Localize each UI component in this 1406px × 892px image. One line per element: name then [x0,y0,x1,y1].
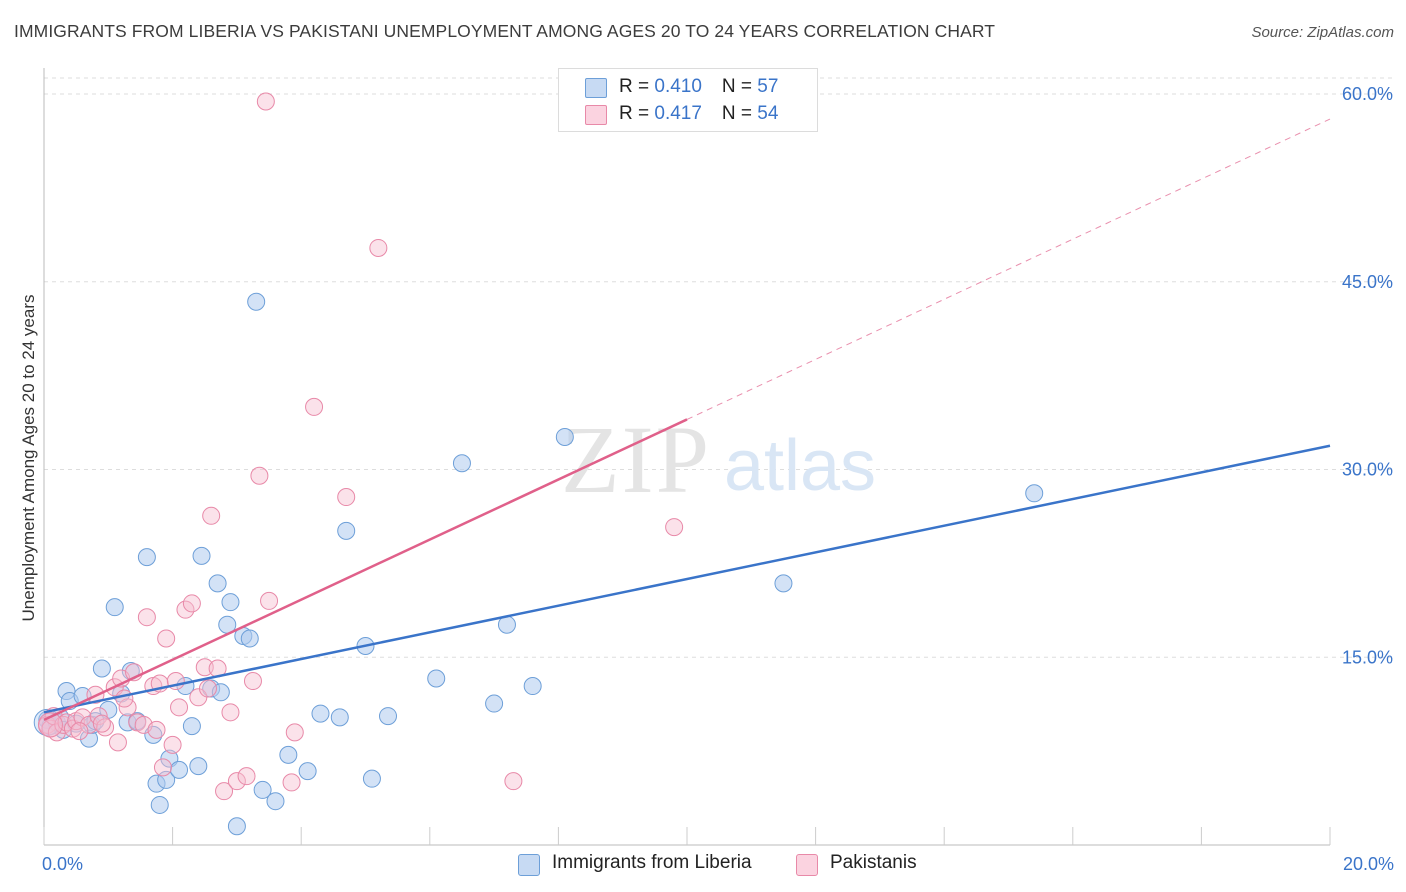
watermark-atlas: atlas [724,426,876,506]
bottom-pakistani-label: Pakistanis [830,852,917,873]
watermark: ZIP atlas [561,406,876,513]
legend-pakistani-r-value: 0.417 [654,103,702,124]
watermark-zip: ZIP [561,406,711,513]
liberia-point [208,574,227,593]
pakistani-point [202,506,221,525]
liberia-point [362,769,381,788]
pakistani-point [108,733,127,752]
liberia-point [427,669,446,688]
liberia-point [774,574,793,593]
pakistani-point [282,773,301,792]
y-tick-label: 60.0% [1342,84,1393,104]
liberia-point [240,629,259,648]
liberia-point [247,292,266,311]
liberia-point [182,717,201,736]
pakistani-point [70,722,89,741]
gridlines [44,77,1392,658]
liberia-point [105,598,124,617]
liberia-point [523,677,542,696]
pakistani-point [227,772,246,791]
liberia-point [311,704,330,723]
liberia-point [555,427,574,446]
legend-liberia-n-label: N = [721,76,758,97]
y-tick-label: 15.0% [1342,647,1393,667]
pakistani-point [92,714,111,733]
liberia-point [279,745,298,764]
pakistani-point [260,591,279,610]
liberia-point [298,762,317,781]
legend-liberia-r-label: R = [619,76,655,97]
liberia-point [92,659,111,678]
pakistani-points [37,92,684,801]
pakistani-point [163,735,182,754]
legend-liberia-r-value: 0.410 [654,76,702,97]
liberia-point [227,817,246,836]
pakistani-trend-line [43,418,688,721]
x-tick-label: 0.0% [42,854,83,874]
pakistani-point [153,758,172,777]
liberia-point [144,725,163,744]
pakistani-point [73,708,92,727]
liberia-point [137,548,156,567]
liberia-points [33,292,1044,836]
liberia-swatch [585,78,607,98]
pakistani-point [221,703,240,722]
pakistani-point [182,594,201,613]
pakistani-point [215,782,234,801]
legend-pakistani-text: R = 0.417 N = 54 [619,103,778,125]
pakistani-point [337,488,356,507]
liberia-point [1025,484,1044,503]
legend-pakistani-n-value: 54 [757,103,779,124]
liberia-point [150,795,169,814]
pakistani-point [256,92,275,111]
legend-pakistani-r-label: R = [619,103,655,124]
pakistani-trend-extension [686,118,1331,420]
y-axis-label: Unemployment Among Ages 20 to 24 years [19,294,38,622]
x-tick-label: 20.0% [1343,854,1394,874]
pakistani-point [115,689,134,708]
liberia-point [192,546,211,565]
pakistani-point [305,397,324,416]
y-tick-label: 30.0% [1342,460,1393,480]
pakistani-point [170,698,189,717]
legend-liberia-n-value: 57 [757,76,779,97]
stats-legend: R = 0.410 N = 57 R = 0.417 N = 54 [558,68,818,132]
liberia-point [485,694,504,713]
pakistani-swatch [585,105,607,125]
pakistani-point [369,238,388,257]
pakistani-point [285,723,304,742]
pakistani-point [250,466,269,485]
liberia-point [379,707,398,726]
liberia-point [221,593,240,612]
bottom-pakistani-swatch [796,854,818,876]
liberia-point [337,521,356,540]
legend-pakistani-n-label: N = [721,103,758,124]
bottom-liberia-swatch [518,854,540,876]
liberia-point [170,760,189,779]
chart-source: Source: ZipAtlas.com [1251,24,1394,41]
liberia-point [452,454,471,473]
liberia-trend-line [43,444,1331,714]
bottom-liberia-label: Immigrants from Liberia [552,852,752,873]
liberia-point [253,780,272,799]
legend-liberia-text: R = 0.410 N = 57 [619,76,778,98]
pakistani-point [137,608,156,627]
pakistani-point [198,679,217,698]
y-tick-label: 45.0% [1342,272,1393,292]
liberia-point [189,757,208,776]
liberia-point [266,792,285,811]
liberia-point [330,708,349,727]
trend-lines [43,118,1331,721]
pakistani-point [665,518,684,537]
pakistani-point [237,767,256,786]
pakistani-point [147,720,166,739]
pakistani-point [157,629,176,648]
pakistani-point [243,672,262,691]
tick-labels: 15.0% 30.0% 45.0% 60.0% 0.0% 20.0% [42,84,1394,874]
chart-title: IMMIGRANTS FROM LIBERIA VS PAKISTANI UNE… [14,21,996,41]
pakistani-point [504,772,523,791]
pakistani-point [195,658,214,677]
